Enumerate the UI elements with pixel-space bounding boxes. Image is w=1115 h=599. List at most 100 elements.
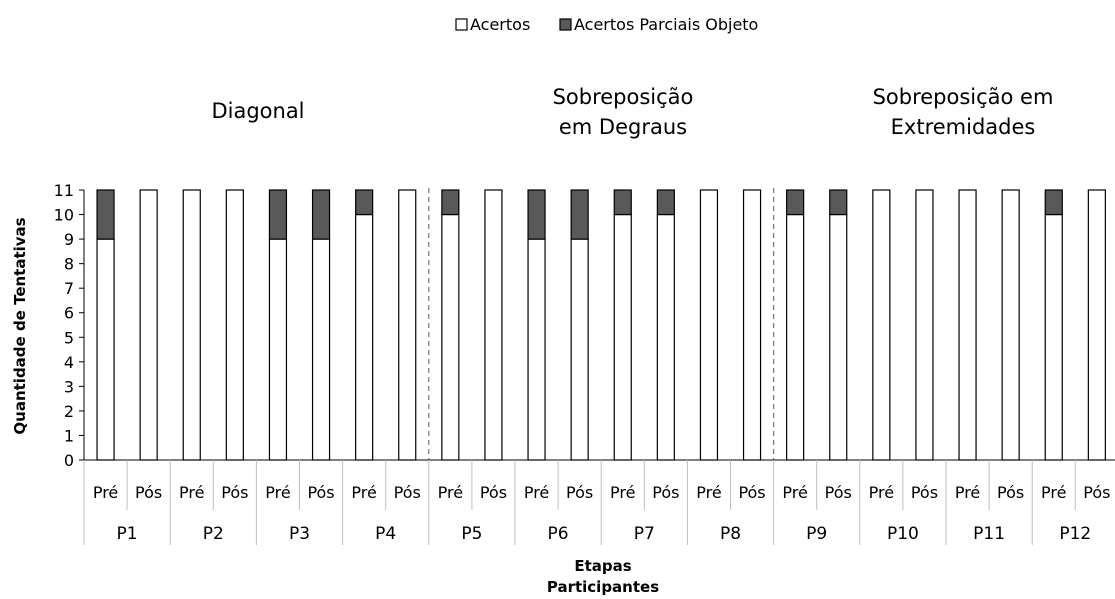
participant-label: P8 bbox=[720, 524, 741, 544]
phase-label: Pós bbox=[825, 483, 852, 502]
bar-acertos bbox=[355, 213, 374, 461]
phase-label: Pós bbox=[911, 483, 938, 502]
bar-acertos bbox=[96, 238, 115, 461]
y-tick-label: 6 bbox=[64, 304, 74, 323]
phase-label: Pós bbox=[1083, 483, 1110, 502]
participant-label: P1 bbox=[117, 524, 138, 544]
phase-label: Pré bbox=[696, 483, 721, 502]
bar-acertos-parciais bbox=[786, 189, 805, 216]
bar-acertos bbox=[441, 213, 460, 461]
phase-label: Pré bbox=[869, 483, 894, 502]
bar-acertos-parciais bbox=[355, 189, 374, 216]
phase-label: Pré bbox=[438, 483, 463, 502]
y-tick-label: 9 bbox=[64, 230, 74, 249]
bar-acertos-parciais bbox=[96, 189, 115, 240]
bar-acertos-parciais bbox=[656, 189, 675, 216]
bar-acertos bbox=[311, 238, 331, 461]
bar-acertos bbox=[182, 189, 201, 461]
bar-acertos bbox=[268, 238, 288, 461]
bar-acertos bbox=[1044, 213, 1063, 461]
phase-label: Pós bbox=[738, 483, 765, 502]
bar-acertos bbox=[613, 213, 632, 461]
bar-acertos bbox=[398, 189, 417, 461]
bar-acertos-parciais bbox=[441, 189, 460, 216]
participant-label: P11 bbox=[973, 524, 1005, 544]
bar-acertos bbox=[699, 189, 719, 461]
phase-label: Pós bbox=[394, 483, 421, 502]
y-tick-label: 10 bbox=[54, 206, 74, 225]
section-title: em Degraus bbox=[559, 115, 687, 139]
bar-acertos-parciais bbox=[268, 189, 288, 240]
legend: Acertos Acertos Parciais Objeto bbox=[455, 15, 758, 34]
y-tick-label: 7 bbox=[64, 279, 74, 298]
phase-label: Pós bbox=[221, 483, 248, 502]
phase-label: Pós bbox=[652, 483, 679, 502]
phase-label: Pré bbox=[179, 483, 204, 502]
bar-acertos-parciais bbox=[570, 189, 589, 240]
y-tick-label: 11 bbox=[54, 181, 74, 200]
bar-acertos bbox=[570, 238, 589, 461]
y-tick-label: 3 bbox=[64, 377, 74, 396]
section-title: Sobreposição em bbox=[873, 85, 1054, 109]
section-title: Extremidades bbox=[891, 115, 1036, 139]
legend-swatch bbox=[455, 18, 468, 31]
phase-label: Pós bbox=[135, 483, 162, 502]
y-tick-label: 1 bbox=[64, 426, 74, 445]
phase-label: Pré bbox=[93, 483, 118, 502]
phase-label: Pré bbox=[955, 483, 980, 502]
phase-label: Pós bbox=[307, 483, 334, 502]
phase-label: Pré bbox=[351, 483, 376, 502]
phase-label: Pré bbox=[782, 483, 807, 502]
phase-label: Pré bbox=[610, 483, 635, 502]
participant-label: P12 bbox=[1059, 524, 1091, 544]
bar-acertos bbox=[742, 189, 762, 461]
bar-acertos bbox=[225, 189, 244, 461]
bar-acertos bbox=[915, 189, 934, 461]
participant-label: P4 bbox=[375, 524, 396, 544]
participant-label: P6 bbox=[548, 524, 569, 544]
participant-label: P2 bbox=[203, 524, 224, 544]
legend-swatch bbox=[559, 18, 572, 31]
phase-label: Pré bbox=[1041, 483, 1066, 502]
section-separators bbox=[428, 188, 775, 460]
bar-acertos-parciais bbox=[829, 189, 848, 216]
y-tick-label: 0 bbox=[64, 451, 74, 470]
participant-label: P5 bbox=[461, 524, 482, 544]
bar-acertos bbox=[1087, 189, 1106, 461]
bar-acertos bbox=[872, 189, 891, 461]
bar-acertos bbox=[786, 213, 805, 461]
participant-label: P3 bbox=[289, 524, 310, 544]
bars bbox=[96, 189, 1106, 461]
participant-label: P10 bbox=[887, 524, 919, 544]
phase-label: Pré bbox=[524, 483, 549, 502]
x-axis-label-secondary: Participantes bbox=[547, 578, 659, 596]
section-title: Diagonal bbox=[211, 99, 304, 123]
phase-label: Pós bbox=[997, 483, 1024, 502]
section-titles: Diagonal Sobreposição em Degraus Sobreposiç… bbox=[211, 85, 1053, 139]
bar-acertos bbox=[829, 213, 848, 461]
bar-acertos-parciais bbox=[1044, 189, 1063, 216]
y-axis-label: Quantidade de Tentativas bbox=[11, 217, 29, 434]
x-axis-label: Etapas bbox=[574, 557, 631, 575]
bar-acertos bbox=[958, 189, 977, 461]
phase-label: Pós bbox=[566, 483, 593, 502]
bar-acertos bbox=[139, 189, 158, 461]
y-axis: 0 1 2 3 4 5 6 7 8 9 10 11 bbox=[54, 181, 84, 470]
bar-acertos-parciais bbox=[311, 189, 331, 240]
phase-label: Pré bbox=[265, 483, 290, 502]
legend-label: Acertos bbox=[470, 15, 530, 34]
y-tick-label: 2 bbox=[64, 402, 74, 421]
y-tick-label: 4 bbox=[64, 353, 74, 372]
bar-acertos bbox=[484, 189, 503, 461]
bar-acertos bbox=[527, 238, 546, 461]
bar-acertos bbox=[1001, 189, 1020, 461]
phase-label: Pós bbox=[480, 483, 507, 502]
bar-acertos-parciais bbox=[613, 189, 632, 216]
section-title: Sobreposição bbox=[553, 85, 694, 109]
legend-label: Acertos Parciais Objeto bbox=[574, 15, 758, 34]
y-tick-label: 8 bbox=[64, 255, 74, 274]
participant-label: P7 bbox=[634, 524, 655, 544]
x-axis: Pré Pós Pré Pós Pré Pós Pré Pós Pré Pós Pré Pós Pré P… bbox=[83, 190, 1115, 545]
participant-label: P9 bbox=[806, 524, 827, 544]
